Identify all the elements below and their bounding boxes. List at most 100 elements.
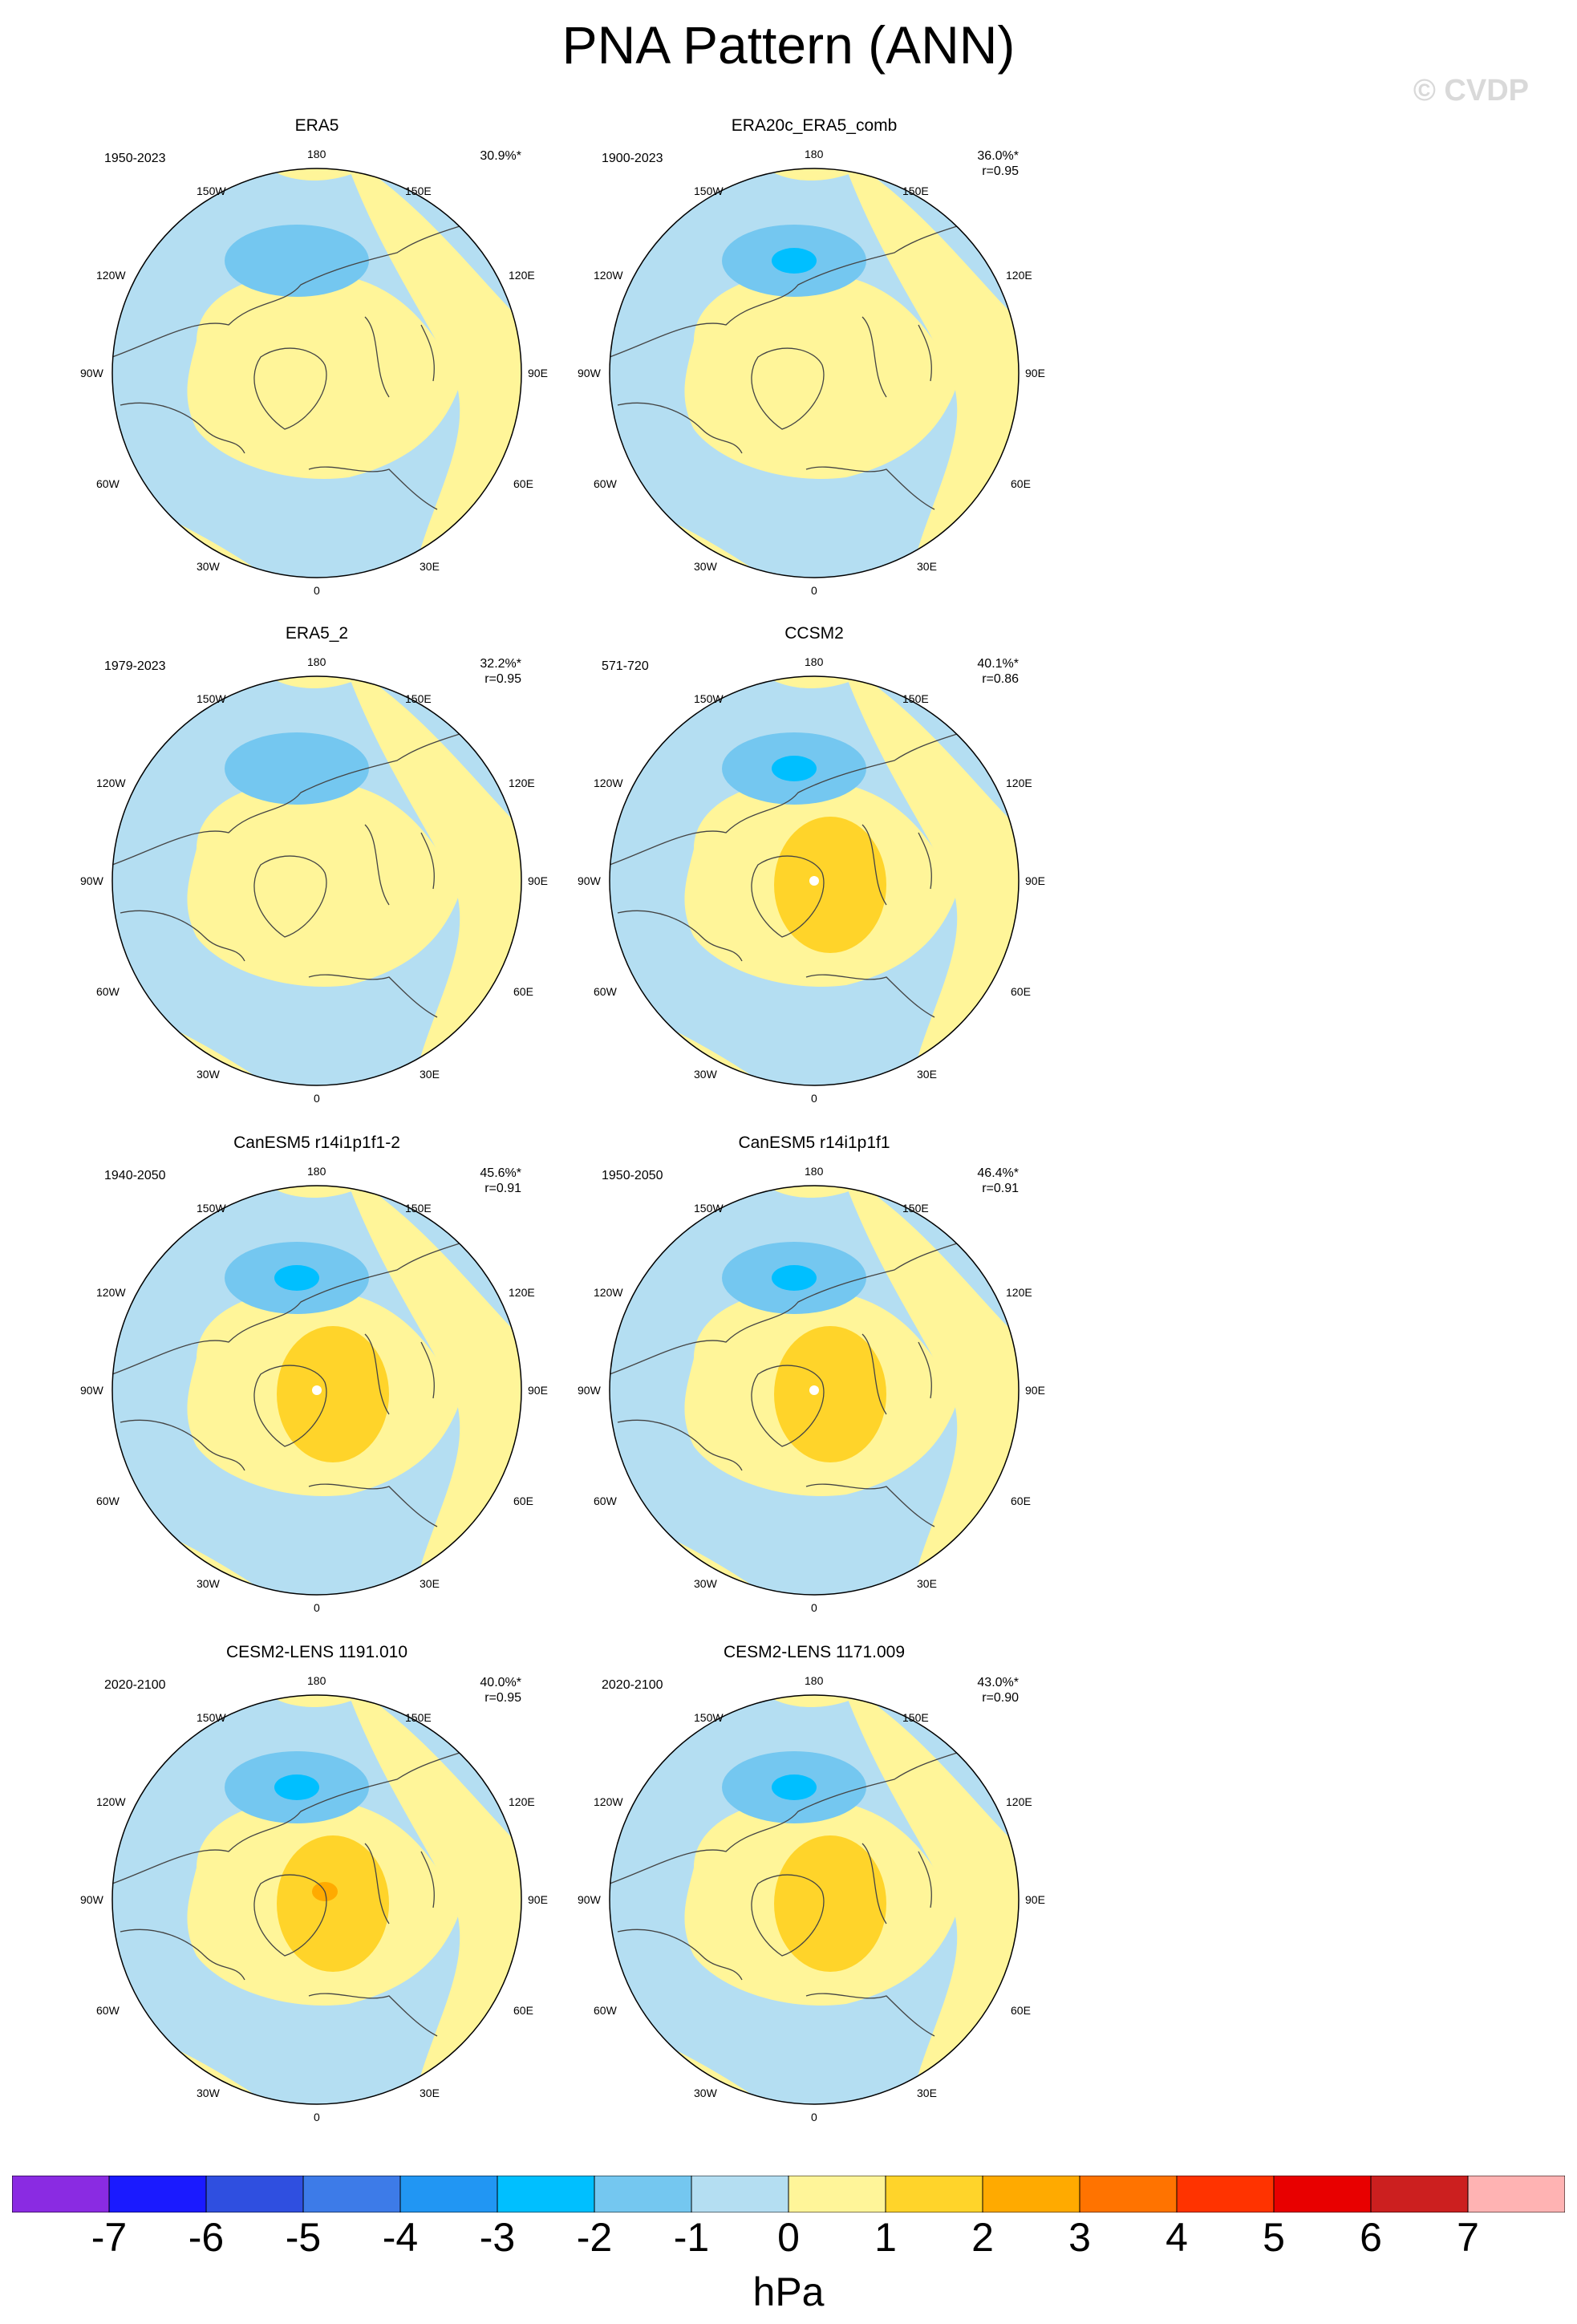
map-coordinate-label: 90W <box>80 874 103 887</box>
panel-period: 1900-2023 <box>602 152 663 165</box>
polar-map <box>111 1694 522 2105</box>
map-coordinate-label: 180 <box>805 655 824 668</box>
panel-stats: 46.4%* r=0.91 <box>930 1166 1019 1196</box>
map-coordinate-label: 30E <box>420 560 440 573</box>
map-panel: CCSM2 571-720 40.1%* r=0.86 180 0 90W 90E 150W 12… <box>578 624 1227 1121</box>
negative-anomaly-peak <box>772 756 817 781</box>
map-coordinate-label: 30W <box>197 560 220 573</box>
colorbar-swatch <box>691 2176 789 2212</box>
map-coordinate-label: 120E <box>1006 1286 1032 1299</box>
colorbar-swatch <box>1273 2176 1372 2212</box>
polar-map <box>609 1185 1020 1596</box>
map-boundary <box>609 1694 1020 2105</box>
map-coordinate-label: 90W <box>80 1893 103 1906</box>
map-coordinate-label: 150E <box>405 1202 432 1215</box>
map-coordinate-label: 60E <box>1011 477 1031 490</box>
colorbar-tick-label: 0 <box>777 2215 800 2260</box>
map-coordinate-label: 60W <box>594 985 617 998</box>
map-coordinate-label: 180 <box>307 655 326 668</box>
map-coordinate-label: 120W <box>594 1795 623 1808</box>
colorbar-tick-label: -2 <box>576 2215 613 2260</box>
polar-map <box>609 1694 1020 2105</box>
map-coordinate-label: 180 <box>307 1165 326 1178</box>
map-coordinate-label: 150E <box>902 185 929 197</box>
coastlines <box>610 220 975 510</box>
panel-period: 1940-2050 <box>104 1169 166 1182</box>
map-coordinate-label: 90E <box>1025 1893 1045 1906</box>
positive-anomaly-core <box>774 1326 886 1462</box>
panel-title: CCSM2 <box>784 624 844 643</box>
map-boundary <box>111 1185 522 1596</box>
positive-anomaly-band <box>349 1186 521 1595</box>
panel-title: CanESM5 r14i1p1f1 <box>738 1134 890 1152</box>
map-coordinate-label: 180 <box>805 1165 824 1178</box>
explained-variance: 30.9%* <box>480 149 521 163</box>
panel-period: 1950-2050 <box>602 1169 663 1182</box>
map-coordinate-label: 60E <box>1011 1495 1031 1507</box>
map-coordinate-label: 120E <box>509 777 535 789</box>
pattern-correlation: r=0.91 <box>484 1182 521 1195</box>
map-coordinate-label: 120W <box>96 269 126 282</box>
map-coordinate-label: 90E <box>1025 1384 1045 1397</box>
map-coordinate-label: 180 <box>307 1674 326 1687</box>
panel-stats: 36.0%* r=0.95 <box>930 148 1019 179</box>
map-coordinate-label: 150E <box>405 1711 432 1724</box>
positive-anomaly-field <box>187 271 461 479</box>
map-coordinate-label: 90E <box>528 874 548 887</box>
map-boundary <box>609 675 1020 1086</box>
panel-period: 571-720 <box>602 659 649 673</box>
colorbar-swatch <box>205 2176 304 2212</box>
map-coordinate-label: 90E <box>528 1893 548 1906</box>
positive-anomaly-band <box>349 676 521 1085</box>
map-boundary <box>111 675 522 1086</box>
coastlines <box>112 728 478 1018</box>
map-coordinate-label: 30E <box>917 1577 937 1590</box>
map-coordinate-label: 30W <box>694 560 717 573</box>
colorbar-tick-label: -3 <box>479 2215 516 2260</box>
negative-anomaly-peak <box>772 248 817 274</box>
map-coordinate-label: 150E <box>902 692 929 705</box>
polar-map <box>609 168 1020 578</box>
map-boundary <box>609 1185 1020 1596</box>
positive-anomaly-band <box>846 1695 1019 2104</box>
map-coordinate-label: 90E <box>528 1384 548 1397</box>
map-coordinate-label: 150E <box>405 692 432 705</box>
colorbar-tick-label: 5 <box>1263 2215 1285 2260</box>
map-coordinate-label: 0 <box>314 584 320 597</box>
map-coordinate-label: 120W <box>594 777 623 789</box>
map-coordinate-label: 90W <box>80 1384 103 1397</box>
colorbar-tick-label: -7 <box>91 2215 128 2260</box>
map-coordinate-label: 60W <box>594 477 617 490</box>
explained-variance: 45.6%* <box>480 1166 521 1180</box>
explained-variance: 40.1%* <box>977 657 1019 671</box>
panel-title: ERA5 <box>294 116 339 135</box>
colorbar-swatch <box>885 2176 983 2212</box>
map-coordinate-label: 90E <box>1025 367 1045 379</box>
positive-anomaly-band <box>349 168 521 578</box>
colorbar-tick-label: 1 <box>874 2215 897 2260</box>
panel-stats: 30.9%* <box>433 148 521 164</box>
colorbar-swatch <box>1079 2176 1178 2212</box>
colorbar-swatch <box>12 2176 110 2212</box>
map-coordinate-label: 120W <box>96 777 126 789</box>
map-coordinate-label: 150W <box>197 185 226 197</box>
colorbar-tick-label: 4 <box>1166 2215 1188 2260</box>
map-coordinate-label: 150W <box>694 692 724 705</box>
cvdp-watermark: © CVDP <box>1413 74 1529 107</box>
map-coordinate-label: 150E <box>902 1202 929 1215</box>
colorbar-swatch <box>1370 2176 1469 2212</box>
map-coordinate-label: 60W <box>96 477 120 490</box>
map-coordinate-label: 120W <box>594 269 623 282</box>
map-coordinate-label: 180 <box>805 1674 824 1687</box>
map-coordinate-label: 0 <box>811 1092 817 1105</box>
panel-stats: 45.6%* r=0.91 <box>433 1166 521 1196</box>
positive-anomaly-field <box>187 779 461 987</box>
map-panel: ERA5 1950-2023 30.9%* 180 0 90W 90E 150W 120W 150… <box>80 116 730 614</box>
map-coordinate-label: 30E <box>917 1068 937 1081</box>
negative-anomaly-peak <box>772 1774 817 1800</box>
colorbar-swatch <box>399 2176 498 2212</box>
pattern-correlation: r=0.95 <box>982 164 1019 178</box>
positive-anomaly-band <box>349 1695 521 2104</box>
map-panel: ERA5_2 1979-2023 32.2%* r=0.95 180 0 90W 90E 150… <box>80 624 730 1121</box>
map-coordinate-label: 60E <box>513 2004 533 2017</box>
